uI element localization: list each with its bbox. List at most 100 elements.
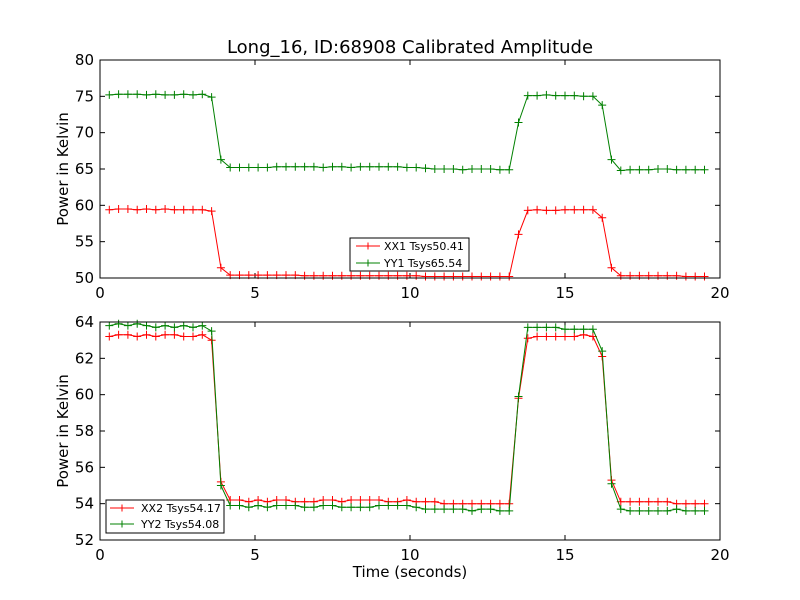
top-series-1-point	[458, 272, 467, 281]
bottom-series-2-point	[691, 506, 700, 515]
bottom-x-axis-label: Time (seconds)	[352, 563, 468, 581]
bottom-x-tick-label: 0	[95, 546, 105, 564]
top-series-1-point	[598, 213, 607, 222]
top-series-2-point	[654, 165, 662, 173]
bottom-series-2-point	[384, 501, 393, 510]
top-series-2-point	[319, 163, 328, 172]
top-series-2-point	[663, 165, 672, 173]
bottom-legend-box	[105, 499, 225, 534]
bottom-series-2-point	[216, 481, 225, 490]
bottom-series-2-point	[170, 323, 179, 332]
top-series-2-point	[412, 163, 421, 172]
bottom-series-2-point	[105, 321, 114, 330]
top-x-tick-label: 5	[250, 284, 260, 302]
bottom-series-1-point	[551, 332, 560, 341]
bottom-series-2-point	[477, 505, 486, 514]
bottom-series-2-point	[654, 506, 662, 515]
top-series-1-point	[607, 263, 616, 272]
bottom-series-2-point	[347, 503, 356, 512]
top-series-2-point	[691, 165, 700, 174]
top-legend: XX1 Tsys50.41 YY1 Tsys65.54	[349, 237, 470, 272]
bottom-legend: XX2 Tsys54.17 YY2 Tsys54.08	[105, 499, 225, 534]
bottom-series-2-point	[263, 503, 272, 512]
top-series-2-point	[151, 90, 160, 99]
top-series-2-point	[216, 155, 225, 164]
top-series-2-point	[291, 162, 300, 171]
bottom-series-1-point	[654, 497, 662, 506]
top-x-tick-label: 15	[555, 284, 574, 302]
top-series-1-point	[542, 206, 551, 215]
bottom-series-2-point	[468, 506, 476, 515]
top-series-1-point	[142, 205, 151, 213]
top-series-2-point	[635, 165, 644, 174]
top-series-2-point	[309, 162, 318, 171]
bottom-y-tick-label: 64	[75, 313, 94, 331]
bottom-series-2-point	[486, 505, 495, 514]
top-series-1-point	[579, 205, 588, 214]
bottom-series-2-point	[365, 503, 374, 512]
top-series-2-point	[189, 90, 197, 99]
top-series-2-point	[337, 162, 346, 171]
bottom-series-2-point	[616, 505, 625, 514]
bottom-series-2-point	[579, 325, 588, 334]
top-series-2-point	[105, 90, 114, 99]
top-series-2-point	[505, 165, 514, 174]
bottom-y-tick-label: 62	[75, 349, 94, 367]
top-series-1-point	[523, 206, 532, 215]
bottom-series-1-point	[365, 496, 374, 504]
bottom-y-tick-label: 56	[75, 458, 94, 476]
bottom-series-1-point	[495, 499, 504, 508]
bottom-series-1-point	[561, 332, 569, 341]
bottom-series-1-point	[468, 499, 476, 508]
bottom-series-2-point	[607, 479, 616, 488]
top-series-2-point	[440, 165, 449, 173]
bottom-series-1-point	[421, 497, 430, 506]
bottom-series-2-point	[161, 321, 170, 330]
bottom-series-2-point	[123, 321, 132, 330]
bottom-series-2-point	[542, 323, 551, 332]
top-series-2-point	[598, 101, 607, 110]
bottom-series-1-point	[635, 497, 644, 506]
bottom-axes-frame	[99, 321, 721, 541]
bottom-y-tick-label: 52	[75, 531, 94, 549]
top-series-2-point	[616, 166, 625, 175]
bottom-series-2-point	[235, 501, 244, 510]
bottom-series-2-point	[133, 319, 142, 328]
bottom-legend-marker-1	[118, 504, 126, 512]
top-series-1-point	[421, 272, 430, 281]
top-series-2-point	[681, 165, 690, 174]
top-series-2-point	[179, 90, 188, 99]
top-series-2-point	[486, 165, 495, 173]
bottom-series-2-point	[375, 501, 383, 510]
bottom-legend-label-2: YY2 Tsys54.08	[140, 518, 219, 531]
bottom-series-1-point	[189, 332, 197, 341]
bottom-series-1-point	[626, 497, 635, 506]
top-series-2-point	[300, 162, 309, 171]
top-y-tick-label: 70	[75, 124, 94, 142]
bottom-series-2-point	[356, 503, 365, 512]
bottom-series-1-point	[114, 330, 123, 339]
bottom-series-2-point	[179, 321, 188, 330]
top-series-2-point	[207, 93, 216, 102]
top-series-2-point	[226, 163, 235, 172]
bottom-series-1-point	[161, 330, 170, 339]
top-series-2-point	[254, 163, 263, 172]
top-y-tick-label: 55	[75, 233, 94, 251]
chart-title: Long_16, ID:68908 Calibrated Amplitude	[227, 37, 593, 58]
top-x-tick-label: 20	[710, 284, 729, 302]
bottom-series-2-point	[393, 501, 402, 510]
top-series-1-point	[505, 272, 514, 281]
top-series-1-point	[151, 205, 160, 214]
bottom-series-1-point	[142, 330, 151, 339]
bottom-x-tick-label: 5	[250, 546, 260, 564]
top-series-1-point	[105, 205, 114, 214]
bottom-series-2-point	[588, 325, 597, 334]
bottom-series-2-point	[514, 392, 523, 401]
top-series-2-point	[170, 90, 179, 99]
top-series-2-point	[402, 163, 411, 172]
top-series-1-point	[440, 272, 449, 281]
bottom-y-tick-label: 58	[75, 422, 94, 440]
bottom-series-2-point	[337, 503, 346, 512]
bottom-series-2-point	[672, 505, 681, 514]
